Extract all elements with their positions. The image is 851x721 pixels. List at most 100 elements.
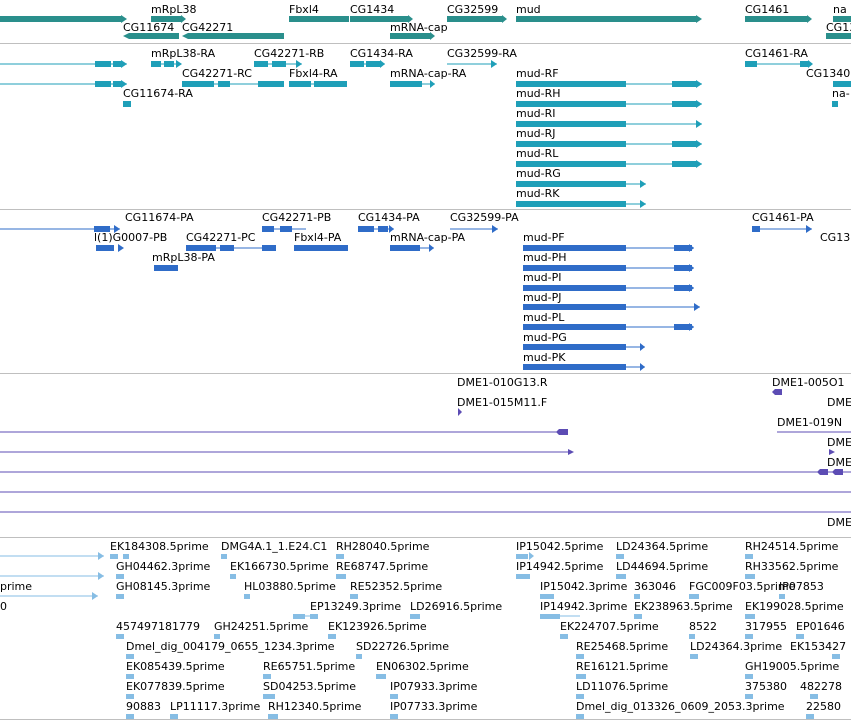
est-label[interactable]: LD24364.5prime [616, 540, 708, 553]
clone-end[interactable] [458, 408, 462, 416]
est-label[interactable]: EP13249.3prime [310, 600, 401, 613]
exon[interactable] [380, 60, 385, 68]
clone-end[interactable] [832, 469, 843, 475]
est-block[interactable] [560, 634, 568, 639]
exon[interactable] [523, 265, 626, 271]
exon[interactable] [114, 225, 120, 233]
exon[interactable] [121, 60, 127, 68]
gene-label[interactable]: CG42271 [182, 21, 233, 34]
est-label[interactable]: EN06302.5prime [376, 660, 469, 673]
exon[interactable] [218, 81, 230, 87]
exon[interactable] [350, 61, 364, 67]
est-arrow[interactable] [98, 572, 104, 580]
est-block[interactable] [576, 674, 586, 679]
est-block[interactable] [126, 714, 134, 719]
protein-label[interactable]: mRpL38-PA [152, 251, 215, 264]
protein-label[interactable]: mRNA-cap-PA [390, 231, 466, 244]
exon[interactable] [95, 81, 111, 87]
est-label[interactable]: EK085439.5prime [126, 660, 225, 673]
est-block[interactable] [336, 574, 346, 579]
transcript-label[interactable]: CG42271-RB [254, 47, 324, 60]
clone-label[interactable]: DME [827, 456, 851, 469]
exon[interactable] [272, 61, 286, 67]
gene-label[interactable]: CG1340 [826, 21, 851, 34]
clone-end[interactable] [829, 449, 835, 455]
est-block[interactable] [328, 634, 336, 639]
est-label[interactable]: LD26916.5prime [410, 600, 502, 613]
exon[interactable] [186, 245, 216, 251]
est-label[interactable]: 90883 [126, 700, 161, 713]
exon[interactable] [672, 141, 696, 147]
est-label[interactable]: GH08145.3prime [116, 580, 211, 593]
est-label[interactable]: SD22726.5prime [356, 640, 449, 653]
exon[interactable] [674, 324, 692, 330]
gene-feature[interactable] [350, 16, 408, 22]
est-block[interactable] [310, 614, 318, 619]
est-label[interactable]: RH28040.5prime [336, 540, 430, 553]
exon[interactable] [118, 244, 124, 252]
exon[interactable] [176, 60, 182, 68]
est-label[interactable]: IP15042.5prime [516, 540, 604, 553]
est-block[interactable] [745, 574, 755, 579]
est-block[interactable] [293, 614, 305, 619]
est-block[interactable] [116, 574, 124, 579]
gene-feature[interactable] [181, 15, 186, 23]
est-block[interactable] [540, 614, 560, 619]
gene-feature[interactable] [129, 33, 179, 39]
est-label[interactable]: IP14942.3prime [540, 600, 628, 613]
gene-label[interactable]: CG32599 [447, 3, 498, 16]
est-block[interactable] [745, 634, 753, 639]
exon[interactable] [358, 226, 374, 232]
clone-label[interactable]: DME1-010G13.R [457, 376, 548, 389]
est-block[interactable] [263, 674, 271, 679]
exon[interactable] [672, 101, 696, 107]
protein-label[interactable]: CG1461-PA [752, 211, 814, 224]
est-block[interactable] [616, 554, 624, 559]
est-label[interactable]: IP15042.3prime [540, 580, 628, 593]
exon[interactable] [674, 245, 692, 251]
exon[interactable] [94, 226, 110, 232]
est-label[interactable]: DMG4A.1_1.E24.C1 [221, 540, 327, 553]
exon[interactable] [696, 120, 702, 128]
est-block[interactable] [390, 714, 398, 719]
exon[interactable] [833, 81, 851, 87]
transcript-label[interactable]: mud-RL [516, 147, 559, 160]
gene-feature[interactable] [151, 16, 181, 22]
gene-label[interactable]: Fbxl4 [289, 3, 319, 16]
est-label[interactable]: EK184308.5prime [110, 540, 209, 553]
est-block[interactable] [376, 674, 386, 679]
est-block[interactable] [110, 554, 118, 559]
clone-end[interactable] [556, 429, 568, 435]
exon[interactable] [491, 60, 497, 68]
est-label[interactable]: SD04253.5prime [263, 680, 356, 693]
exon[interactable] [672, 161, 696, 167]
est-block[interactable] [690, 654, 698, 659]
est-block[interactable] [689, 634, 695, 639]
exon[interactable] [96, 245, 114, 251]
exon[interactable] [121, 80, 127, 88]
exon[interactable] [254, 61, 268, 67]
exon[interactable] [113, 81, 121, 87]
exon[interactable] [640, 363, 645, 371]
exon[interactable] [430, 80, 435, 88]
est-label[interactable]: EK224707.5prime [560, 620, 659, 633]
exon[interactable] [640, 343, 645, 351]
est-block[interactable] [576, 694, 584, 699]
gene-feature[interactable] [390, 33, 430, 39]
est-block[interactable] [116, 634, 124, 639]
exon[interactable] [516, 201, 626, 207]
est-block[interactable] [810, 694, 818, 699]
est-label[interactable]: 363046 [634, 580, 676, 593]
exon[interactable] [516, 181, 626, 187]
est-label[interactable]: GH19005.5prime [745, 660, 840, 673]
exon[interactable] [182, 81, 214, 87]
est-label[interactable]: Dmel_dig_004179_0655_1234.3prime [126, 640, 335, 653]
gene-label[interactable]: CG1434 [350, 3, 394, 16]
est-label[interactable]: 457497181779 [116, 620, 200, 633]
est-block[interactable] [390, 694, 398, 699]
est-arrow[interactable] [98, 552, 104, 560]
exon[interactable] [151, 61, 161, 67]
exon[interactable] [689, 284, 694, 292]
exon[interactable] [752, 226, 760, 232]
transcript-label[interactable]: mud-RF [516, 67, 559, 80]
